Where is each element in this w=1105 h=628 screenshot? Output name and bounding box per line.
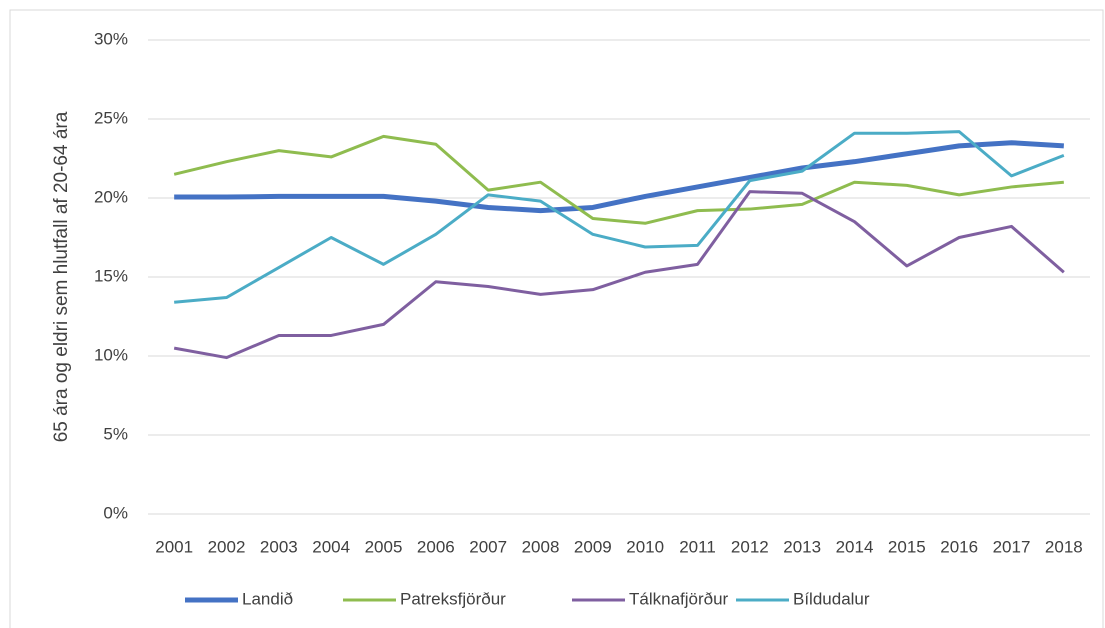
series-line: [173, 134, 1064, 225]
x-tick-label: 2007: [469, 537, 507, 556]
x-tick-label: 2008: [522, 537, 560, 556]
series-line: [174, 140, 1064, 214]
x-tick-label: 2016: [940, 537, 978, 556]
legend-label: Bíldudalur: [793, 589, 870, 608]
x-tick-label: 2015: [888, 537, 926, 556]
x-tick-label: 2018: [1045, 537, 1083, 556]
x-tick-label: 2003: [260, 537, 298, 556]
x-tick-label: 2012: [731, 537, 769, 556]
x-tick-label: 2004: [312, 537, 350, 556]
y-axis-label: 65 ára og eldri sem hlutfall af 20-64 ár…: [51, 111, 72, 442]
x-tick-label: 2014: [836, 537, 874, 556]
y-tick-label: 30%: [94, 29, 128, 48]
y-tick-label: 20%: [94, 187, 128, 206]
x-tick-label: 2005: [365, 537, 403, 556]
series-line: [173, 190, 1065, 360]
y-tick-label: 0%: [103, 503, 128, 522]
x-tick-label: 2009: [574, 537, 612, 556]
x-tick-label: 2017: [993, 537, 1031, 556]
series-line: [174, 130, 1065, 304]
legend-label: Landið: [242, 589, 293, 608]
y-tick-label: 10%: [94, 345, 128, 364]
x-tick-label: 2013: [783, 537, 821, 556]
chart-border: [9, 9, 1104, 628]
legend-label: Patreksfjörður: [400, 589, 506, 608]
x-tick-label: 2011: [679, 537, 716, 556]
legend-label: Tálknafjörður: [629, 589, 729, 608]
x-tick-label: 2010: [626, 537, 664, 556]
y-tick-label: 15%: [94, 266, 128, 285]
y-tick-label: 25%: [94, 108, 128, 127]
x-tick-label: 2006: [417, 537, 455, 556]
x-tick-label: 2001: [155, 537, 193, 556]
y-tick-label: 5%: [103, 424, 128, 443]
x-tick-label: 2002: [208, 537, 246, 556]
